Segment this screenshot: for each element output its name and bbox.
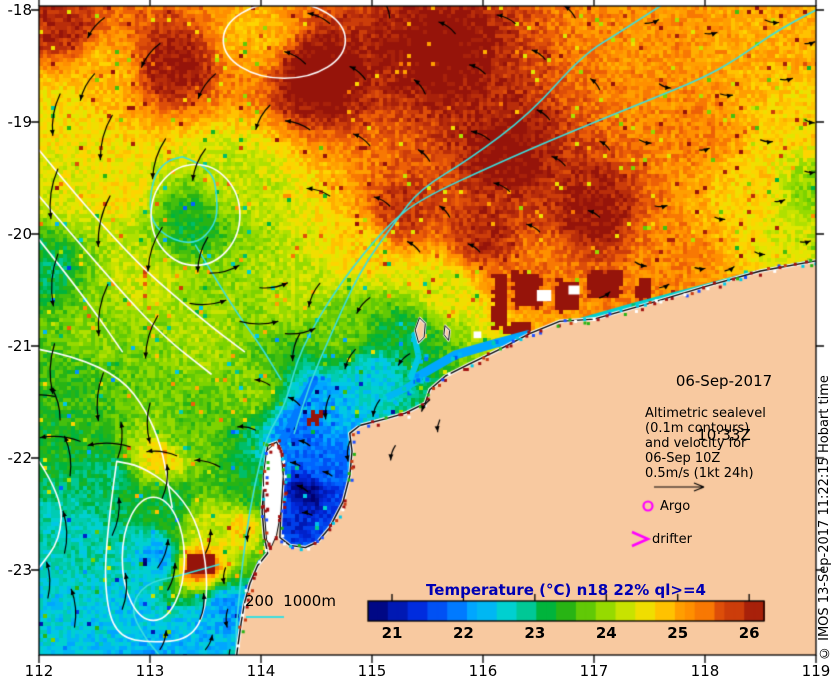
argo-legend-label: Argo: [660, 499, 691, 514]
x-axis-tick-label: 118: [690, 662, 720, 680]
x-axis-tick-label: 112: [24, 662, 54, 680]
y-axis-tick-label: -19: [7, 113, 33, 131]
altimetry-line-4: 0.5m/s (1kt 24h): [645, 466, 754, 481]
y-axis-tick-label: -20: [7, 225, 33, 243]
y-axis-tick-label: -18: [7, 1, 33, 19]
bathymetry-legend-label: 200 1000m: [245, 592, 336, 610]
x-axis-tick-label: 117: [579, 662, 609, 680]
altimetry-annotation: Altimetric sealevel (0.1m contours) and ve…: [645, 406, 766, 481]
altimetry-line-0: Altimetric sealevel: [645, 406, 766, 421]
altimetry-line-2: and velocity for: [645, 436, 747, 451]
altimetry-line-1: (0.1m contours): [645, 421, 750, 436]
y-axis-tick-label: -21: [7, 337, 33, 355]
altimetry-line-3: 06-Sep 10Z: [645, 451, 721, 466]
x-axis-tick-label: 113: [135, 662, 165, 680]
y-axis-tick-label: -22: [7, 449, 33, 467]
copyright-text: © IMOS 13-Sep-2017 11:22:15 Hobart time: [817, 375, 832, 660]
x-axis-tick-label: 119: [801, 662, 831, 680]
colorbar-tick-label: 22: [452, 624, 474, 642]
colorbar-tick-label: 24: [595, 624, 617, 642]
colorbar-title: Temperature (°C) n18 22% ql>=4: [426, 581, 706, 599]
drifter-legend-label: drifter: [652, 532, 692, 547]
x-axis-tick-label: 115: [357, 662, 387, 680]
colorbar-tick-label: 21: [381, 624, 403, 642]
date-text: 06-Sep-2017: [675, 372, 773, 390]
x-axis-tick-label: 116: [468, 662, 498, 680]
y-axis-tick-label: -23: [7, 561, 33, 579]
colorbar-tick-label: 23: [524, 624, 546, 642]
date-annotation: 06-Sep-2017 10:33Z: [659, 336, 789, 480]
colorbar-tick-label: 26: [738, 624, 760, 642]
time-text: 10:33Z: [697, 426, 751, 444]
x-axis-tick-label: 114: [246, 662, 276, 680]
colorbar-tick-label: 25: [667, 624, 689, 642]
